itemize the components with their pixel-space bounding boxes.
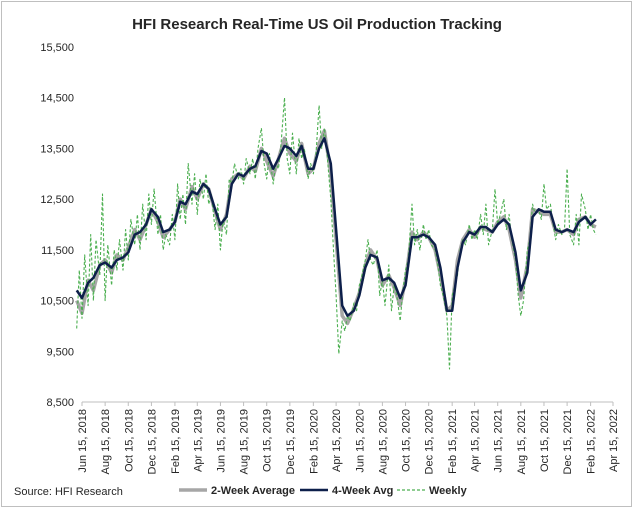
legend-label-weekly: Weekly [429,485,468,497]
x-tick-label: Feb 15, 2021 [447,409,459,474]
source-note: Source: HFI Research [14,486,123,498]
x-tick-label: Oct 15, 2020 [401,409,413,472]
x-tick-label: Aug 15, 2020 [377,409,389,474]
y-tick-label: 14,500 [40,93,74,105]
x-axis: Jun 15, 2018 Aug 15, 2018 Oct 15, 2018 Dec … [77,401,620,474]
x-tick-label: Feb 15, 2019 [170,409,182,474]
y-tick-label: 8,500 [46,397,74,409]
legend-item-weekly: Weekly [397,485,468,497]
x-tick-label: Jun 15, 2018 [77,409,89,473]
y-axis: 8,500 9,500 10,500 11,500 12,500 13,500 14,500… [40,42,74,409]
y-tick-label: 9,500 [46,346,74,358]
legend: 2-Week Average 4-Week Avg Weekly [179,485,468,497]
x-tick-label: Oct 15, 2018 [123,409,135,472]
x-tick-label: Feb 15, 2020 [308,409,320,474]
y-tick-label: 11,500 [41,245,74,257]
x-tick-label: Aug 15, 2019 [239,409,251,474]
y-tick-label: 13,500 [40,143,74,155]
x-tick-label: Feb 15, 2022 [586,409,598,474]
x-tick-label: Dec 15, 2020 [424,409,436,474]
x-tick-label: Oct 15, 2021 [539,409,551,472]
x-tick-label: Jun 15, 2019 [215,409,227,473]
y-tick-label: 12,500 [40,194,74,206]
legend-label-4-week-avg: 4-Week Avg [332,485,393,497]
x-tick-label: Jun 15, 2020 [354,409,366,473]
series-line-4-week-avg [75,137,597,318]
series-line-weekly [76,97,597,370]
x-tick-label: Apr 15, 2022 [608,409,620,472]
x-tick-label: Dec 15, 2019 [285,409,297,474]
x-tick-label: Oct 15, 2019 [262,409,274,472]
x-tick-label: Aug 15, 2021 [516,409,528,474]
series-layer [75,97,597,370]
chart-title: HFI Research Real-Time US Oil Production… [132,16,502,33]
x-tick-label: Dec 15, 2018 [146,409,158,474]
x-tick-label: Apr 15, 2019 [192,409,204,472]
x-tick-label: Apr 15, 2021 [470,409,482,472]
legend-item-4-week-avg: 4-Week Avg [300,485,393,497]
legend-label-2-week-average: 2-Week Average [211,485,295,497]
x-tick-label: Jun 15, 2021 [493,409,505,473]
y-tick-label: 15,500 [40,42,74,54]
x-tick-label: Aug 15, 2018 [100,409,112,474]
y-tick-label: 10,500 [40,296,74,308]
x-tick-label: Apr 15, 2020 [331,409,343,472]
legend-item-2-week-average: 2-Week Average [179,485,295,497]
x-tick-label: Dec 15, 2021 [562,409,574,474]
